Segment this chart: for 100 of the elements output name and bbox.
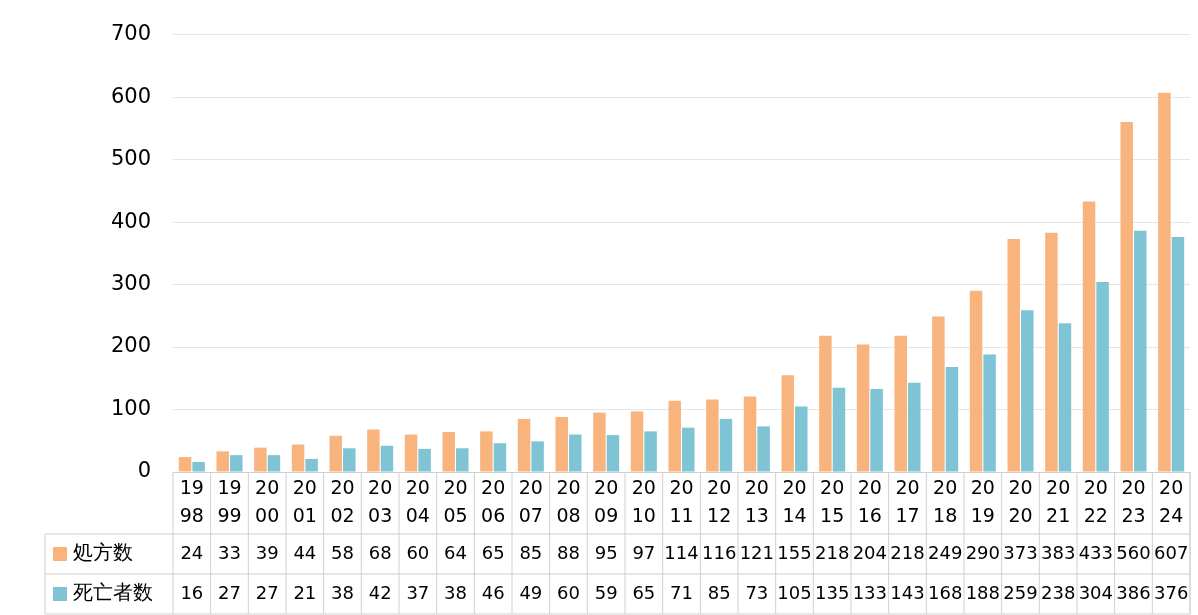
bar <box>832 387 846 472</box>
bar <box>254 447 267 472</box>
bar <box>1120 122 1133 472</box>
bar <box>216 451 229 472</box>
data-label: 105 <box>777 581 812 603</box>
legend-label: 処方数 <box>73 540 133 565</box>
x-tick-label: 2008 <box>556 475 581 526</box>
data-label: 49 <box>519 581 543 603</box>
data-label: 249 <box>927 541 963 563</box>
data-label: 168 <box>927 581 963 603</box>
bar <box>404 434 418 472</box>
bar <box>795 406 808 472</box>
bar <box>1007 238 1020 472</box>
data-label: 33 <box>218 541 241 563</box>
data-label: 64 <box>444 541 467 563</box>
legend-label: 死亡者数 <box>73 580 153 605</box>
bar <box>1096 282 1109 472</box>
data-label: 60 <box>557 581 580 603</box>
bar <box>569 434 582 472</box>
data-label: 27 <box>255 581 279 603</box>
data-label: 39 <box>255 541 279 563</box>
data-label: 204 <box>852 541 888 563</box>
bar <box>1158 92 1171 472</box>
data-label: 135 <box>814 581 850 603</box>
bar <box>743 396 757 472</box>
bar <box>555 417 568 472</box>
bar <box>719 418 733 472</box>
data-label: 155 <box>777 541 812 563</box>
bar <box>668 400 681 472</box>
data-label: 116 <box>701 541 737 563</box>
x-tick-label: 2019 <box>970 475 995 526</box>
data-label: 218 <box>890 541 925 563</box>
data-label: 88 <box>557 541 580 563</box>
bar <box>870 388 883 472</box>
data-label: 16 <box>180 581 204 603</box>
x-tick-label: 2004 <box>405 475 430 526</box>
y-tick-label: 0 <box>137 458 151 483</box>
bar <box>969 290 983 472</box>
x-tick-label: 2024 <box>1159 475 1184 526</box>
data-label: 38 <box>331 581 354 603</box>
bar <box>945 367 959 472</box>
bar <box>1134 230 1147 472</box>
data-label: 121 <box>739 541 775 563</box>
data-label: 60 <box>406 541 430 563</box>
x-tick-label: 2000 <box>255 475 280 526</box>
bar <box>593 412 606 472</box>
x-tick-label: 2001 <box>292 475 317 526</box>
data-label: 37 <box>406 581 430 603</box>
bar <box>1171 237 1185 472</box>
x-tick-label: 2012 <box>707 475 732 526</box>
bar <box>856 344 870 472</box>
data-label: 133 <box>852 581 888 603</box>
data-label: 373 <box>1003 541 1038 563</box>
data-label: 21 <box>293 581 317 603</box>
bar <box>343 448 356 472</box>
bar <box>531 441 544 472</box>
data-label: 65 <box>481 541 505 563</box>
bar <box>291 444 305 472</box>
bar <box>644 431 657 472</box>
bar <box>1045 232 1058 472</box>
data-label: 85 <box>707 581 731 603</box>
bar <box>932 316 945 472</box>
x-tick-label: 1998 <box>179 475 204 526</box>
data-label: 114 <box>664 541 699 563</box>
bar <box>493 443 507 472</box>
x-tick-label: 2007 <box>518 475 543 526</box>
data-label: 143 <box>890 581 925 603</box>
data-label: 238 <box>1040 581 1076 603</box>
bar <box>1021 310 1034 472</box>
x-tick-label: 2002 <box>330 475 355 526</box>
y-tick-label: 100 <box>110 395 151 420</box>
x-tick-label: 2013 <box>744 475 769 526</box>
x-tick-label: 2018 <box>933 475 958 526</box>
bar <box>781 375 794 472</box>
bar <box>480 431 493 472</box>
x-tick-label: 2023 <box>1121 475 1146 526</box>
data-label: 27 <box>218 581 241 603</box>
y-tick-label: 500 <box>110 146 151 171</box>
data-label: 290 <box>965 541 1001 563</box>
data-label: 607 <box>1153 541 1189 563</box>
x-tick-label: 2017 <box>895 475 920 526</box>
data-label: 71 <box>670 581 693 603</box>
data-label: 44 <box>293 541 317 563</box>
bar <box>178 457 192 472</box>
data-label: 42 <box>368 581 392 603</box>
x-tick-label: 2006 <box>481 475 506 526</box>
x-tick-label: 2009 <box>594 475 619 526</box>
bar <box>1082 201 1096 472</box>
x-tick-label: 2015 <box>820 475 845 526</box>
bar <box>894 335 907 472</box>
bar <box>1058 323 1072 472</box>
bar <box>983 354 996 472</box>
x-tick-label: 1999 <box>217 475 242 526</box>
data-label: 376 <box>1153 581 1189 603</box>
bar <box>329 435 342 472</box>
x-tick-label: 2014 <box>782 475 807 526</box>
data-label: 97 <box>632 541 656 563</box>
x-tick-label: 2010 <box>631 475 656 526</box>
bar <box>706 399 719 472</box>
data-label: 46 <box>481 581 505 603</box>
